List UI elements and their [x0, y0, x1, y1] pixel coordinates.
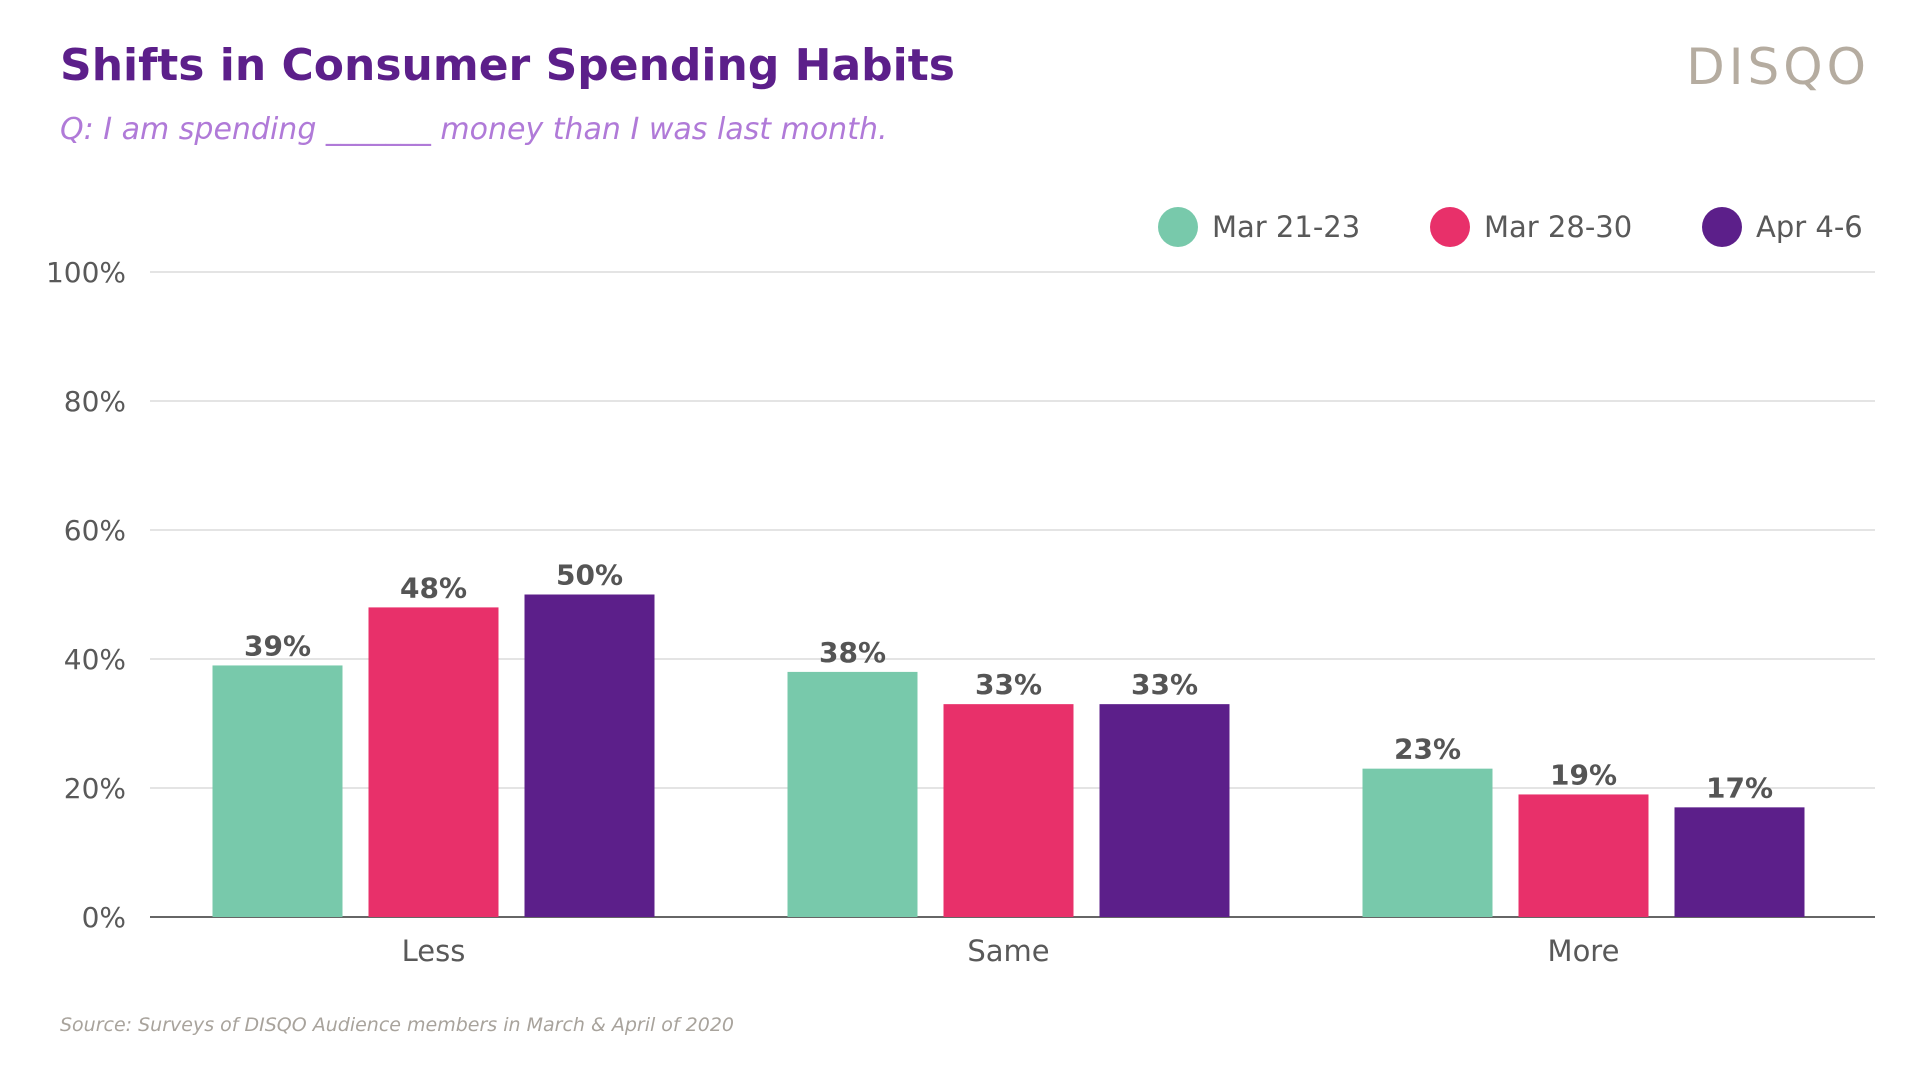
- y-axis-ticks: 0% 20% 40% 60% 80% 100%: [46, 256, 126, 934]
- y-tick-label: 80%: [64, 385, 126, 418]
- bar-value-label: 33%: [1131, 668, 1198, 701]
- disqo-logo: DISQO: [1686, 38, 1870, 96]
- legend-swatch: [1430, 207, 1470, 247]
- x-tick-label: Less: [402, 934, 466, 968]
- bar-less-2: [368, 607, 499, 917]
- bar-more-2: [1518, 794, 1649, 917]
- y-tick-label: 100%: [46, 256, 126, 289]
- chart-subtitle: Q: I am spending _______ money than I wa…: [60, 112, 888, 147]
- bar-less-3: [524, 594, 655, 917]
- bar-value-label: 17%: [1706, 771, 1773, 804]
- y-tick-label: 40%: [64, 643, 126, 676]
- chart-title: Shifts in Consumer Spending Habits: [60, 40, 955, 91]
- bar-more-1: [1362, 768, 1493, 917]
- legend-label: Mar 21-23: [1212, 210, 1360, 244]
- bar-value-label: 50%: [556, 559, 623, 592]
- bar-same-3: [1099, 704, 1230, 917]
- y-tick-label: 60%: [64, 514, 126, 547]
- bar-less-1: [212, 665, 343, 917]
- bars: [212, 594, 1805, 917]
- bar-value-labels: 39% 48% 50% 38% 33% 33% 23% 19% 17%: [244, 559, 1773, 805]
- legend-label: Apr 4-6: [1756, 210, 1863, 244]
- legend: Mar 21-23 Mar 28-30 Apr 4-6: [1158, 207, 1863, 247]
- legend-swatch: [1158, 207, 1198, 247]
- legend-label: Mar 28-30: [1484, 210, 1632, 244]
- bar-same-1: [787, 671, 918, 917]
- bar-more-3: [1674, 807, 1805, 917]
- bar-same-2: [943, 704, 1074, 917]
- bar-value-label: 48%: [400, 571, 467, 604]
- bar-value-label: 23%: [1394, 733, 1461, 766]
- x-tick-label: Same: [967, 934, 1049, 968]
- x-tick-label: More: [1548, 934, 1620, 968]
- x-axis-ticks: Less Same More: [402, 934, 1620, 968]
- y-tick-label: 0%: [82, 901, 126, 934]
- legend-swatch: [1702, 207, 1742, 247]
- bar-value-label: 39%: [244, 629, 311, 662]
- y-tick-label: 20%: [64, 772, 126, 805]
- bar-value-label: 38%: [819, 636, 886, 669]
- bar-value-label: 19%: [1550, 758, 1617, 791]
- bar-value-label: 33%: [975, 668, 1042, 701]
- source-note: Source: Surveys of DISQO Audience member…: [60, 1014, 734, 1036]
